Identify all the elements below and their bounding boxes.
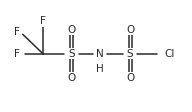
Text: F: F: [14, 27, 20, 37]
Text: Cl: Cl: [164, 49, 175, 59]
Text: H: H: [96, 64, 104, 74]
Text: N: N: [96, 49, 104, 59]
Text: O: O: [67, 73, 75, 83]
Text: O: O: [126, 73, 134, 83]
Text: O: O: [67, 25, 75, 35]
Text: O: O: [126, 25, 134, 35]
Text: S: S: [68, 49, 75, 59]
Text: F: F: [40, 16, 46, 26]
Text: F: F: [14, 49, 20, 59]
Text: S: S: [127, 49, 133, 59]
